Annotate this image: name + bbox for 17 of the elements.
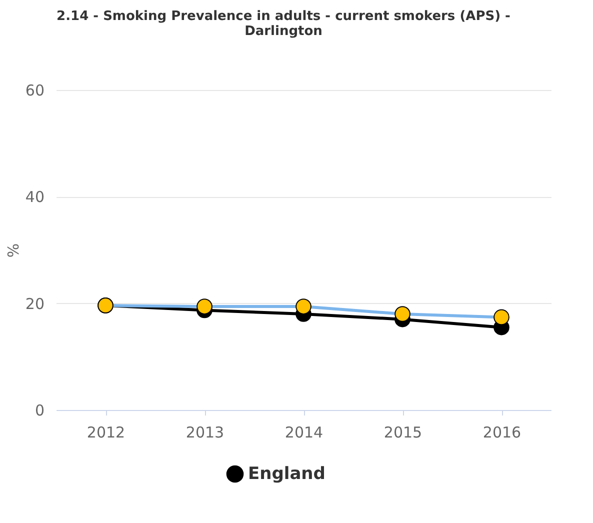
x-tick-label: 2013 xyxy=(186,424,224,442)
x-tick-label: 2012 xyxy=(86,424,126,442)
text: Darlington xyxy=(244,24,322,39)
point xyxy=(296,298,312,314)
x-tick-label: 2015 xyxy=(384,424,422,442)
y-tick-label: 20 xyxy=(25,294,44,313)
point xyxy=(494,309,510,326)
x-tick-label: 2014 xyxy=(284,424,324,442)
point xyxy=(196,298,212,314)
y-tick-label: 40 xyxy=(25,188,44,206)
legend-label: England xyxy=(248,464,326,484)
x-tick-label: 2016 xyxy=(482,424,522,442)
y-tick-label: 60 xyxy=(25,82,44,100)
point xyxy=(394,306,410,322)
text: 2.14 - Smoking Prevalence in adults - current smokers (APS) - xyxy=(56,9,510,24)
y-tick-label: 0 xyxy=(34,402,44,420)
y-axis-title: % xyxy=(4,243,22,258)
